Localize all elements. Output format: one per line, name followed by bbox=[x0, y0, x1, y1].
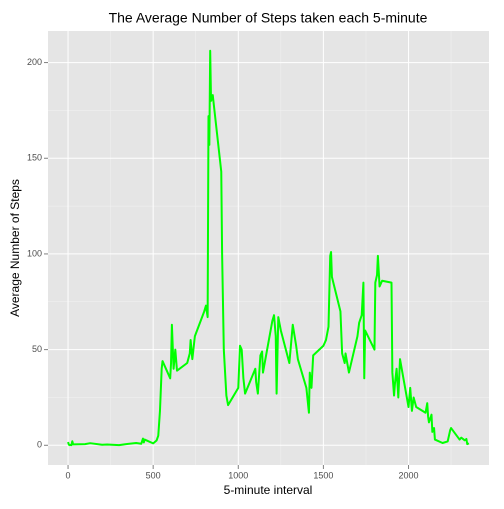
x-tick-label: 1000 bbox=[228, 470, 248, 480]
x-tick-label: 2000 bbox=[399, 470, 419, 480]
y-tick-label: 0 bbox=[37, 440, 42, 450]
x-tick-label: 1500 bbox=[313, 470, 333, 480]
data-line bbox=[67, 49, 470, 447]
y-tick-label: 150 bbox=[27, 153, 42, 163]
panel bbox=[48, 31, 489, 465]
y-tick-label: 50 bbox=[32, 344, 42, 354]
chart-title: The Average Number of Steps taken each 5… bbox=[109, 10, 428, 26]
x-tick-label: 500 bbox=[146, 470, 161, 480]
y-tick-label: 200 bbox=[27, 57, 42, 67]
y-tick-label: 100 bbox=[27, 248, 42, 258]
y-axis-label: Average Number of Steps bbox=[8, 179, 22, 317]
x-axis-label: 5-minute interval bbox=[224, 483, 313, 497]
x-tick-label: 0 bbox=[66, 470, 71, 480]
